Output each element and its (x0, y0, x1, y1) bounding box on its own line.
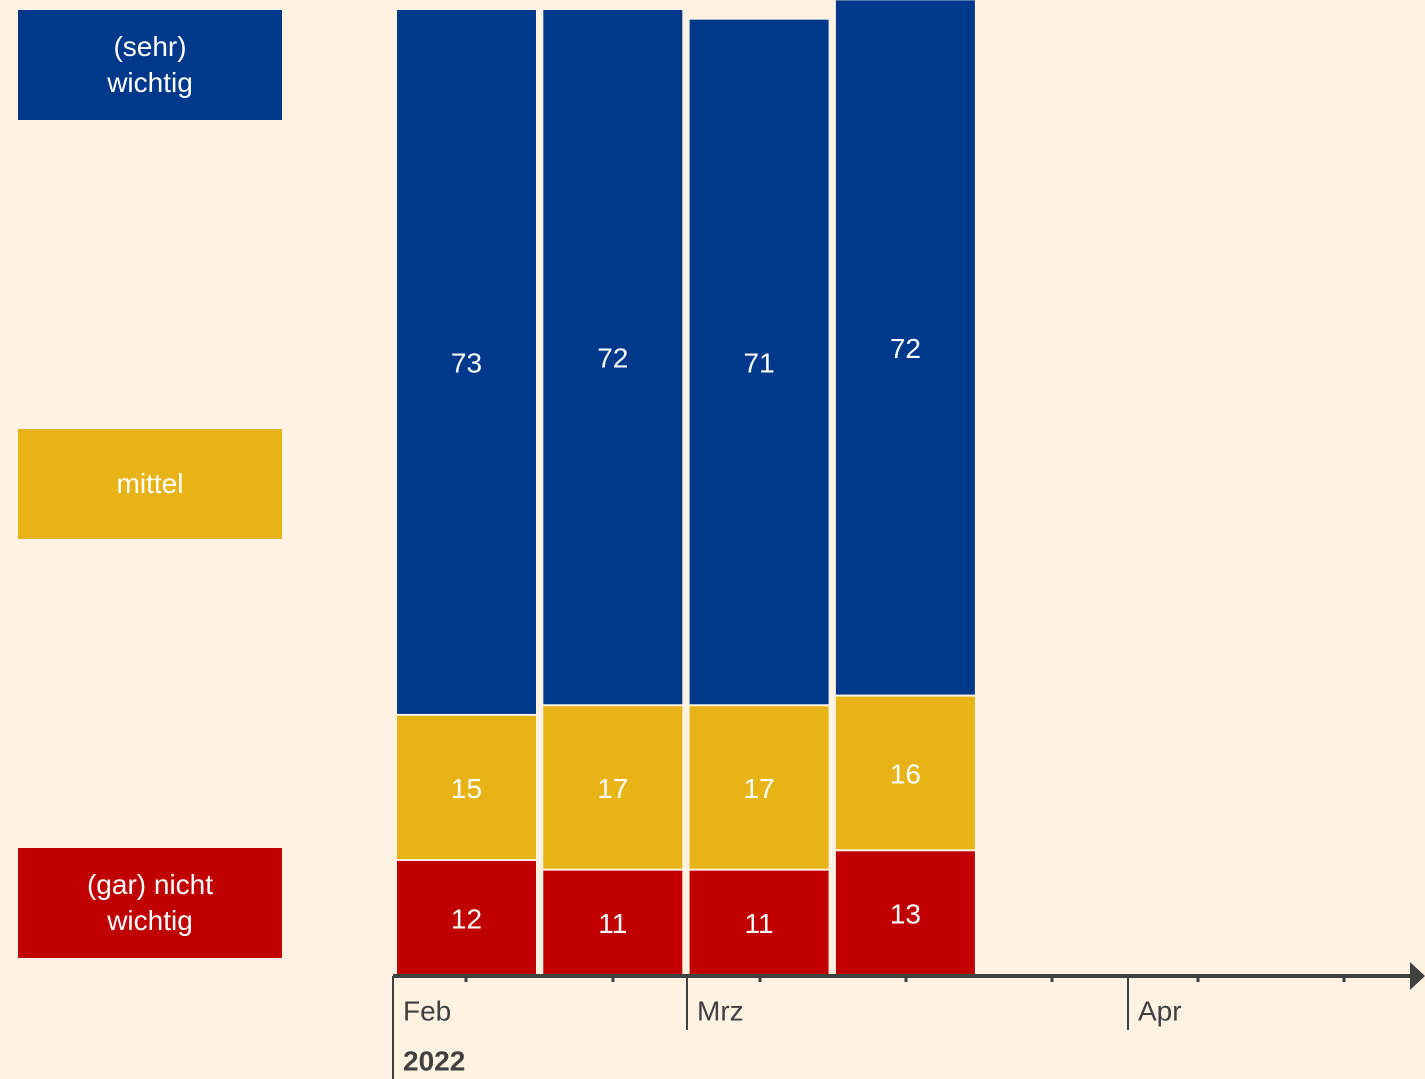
data-label: 17 (744, 773, 775, 804)
data-label: 73 (451, 347, 482, 378)
data-label: 15 (451, 773, 482, 804)
bar-segment (543, 706, 683, 869)
bar-segment (835, 696, 975, 850)
legend-entry: (sehr) wichtig (18, 10, 282, 120)
data-label: 12 (451, 903, 482, 934)
data-label: 72 (890, 333, 921, 364)
bar-segment (689, 870, 829, 975)
data-label: 13 (890, 899, 921, 930)
bar-segment (689, 19, 829, 705)
x-tick-label: Apr (1138, 995, 1182, 1026)
data-label: 11 (598, 908, 627, 939)
data-label: 11 (745, 908, 774, 939)
bar-segment (835, 851, 975, 975)
bar-segment (543, 10, 683, 705)
x-tick-label: Mrz (697, 995, 744, 1026)
bar-segment (397, 860, 536, 975)
bar-segment (397, 715, 536, 859)
bar-segment (543, 870, 683, 975)
bar-segment (835, 0, 975, 695)
data-label: 72 (597, 343, 628, 374)
legend-entry: mittel (18, 429, 282, 539)
data-label: 16 (890, 758, 921, 789)
year-label: 2022 (403, 1045, 465, 1076)
bar-segment (397, 10, 536, 714)
legend-entry: (gar) nicht wichtig (18, 848, 282, 958)
x-tick-label: Feb (403, 995, 451, 1026)
bar-segment (689, 706, 829, 869)
data-label: 71 (744, 347, 775, 378)
data-label: 17 (597, 773, 628, 804)
axis-arrow (1410, 962, 1425, 990)
